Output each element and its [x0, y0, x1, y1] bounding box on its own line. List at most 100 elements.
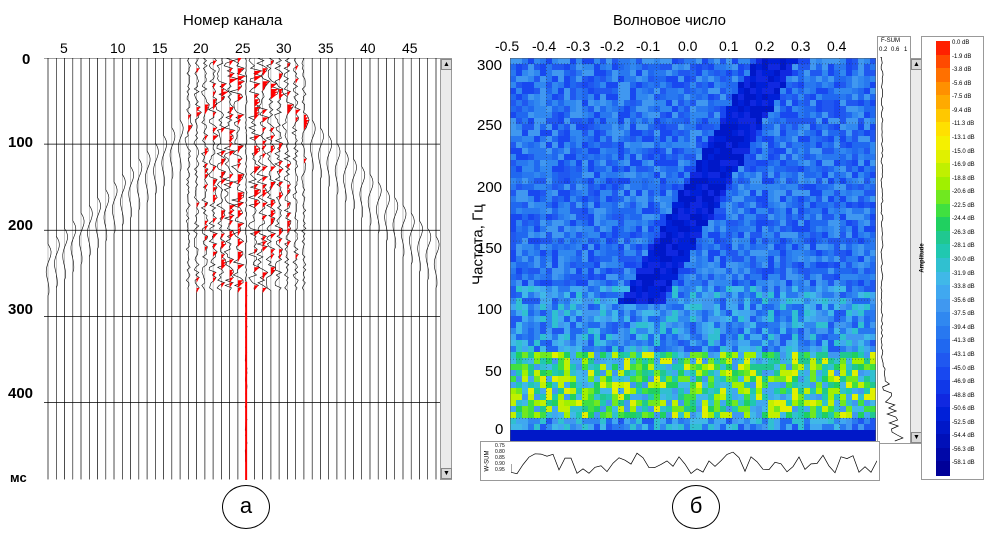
fk-cell: [642, 382, 648, 388]
fk-cell: [534, 94, 540, 100]
fk-cell: [618, 166, 624, 172]
fk-cell: [840, 388, 846, 394]
fk-cell: [516, 328, 522, 334]
fk-cell: [810, 226, 816, 232]
fk-cell: [654, 160, 660, 166]
fk-cell: [834, 322, 840, 328]
fk-cell: [738, 370, 744, 376]
fk-cell: [606, 316, 612, 322]
fk-cell: [756, 76, 762, 82]
fk-cell: [852, 112, 858, 118]
fk-cell: [648, 364, 654, 370]
fk-cell: [660, 262, 666, 268]
fk-cell: [816, 202, 822, 208]
fk-cell: [822, 292, 828, 298]
fk-cell: [846, 316, 852, 322]
fk-cell: [672, 226, 678, 232]
fk-cell: [780, 340, 786, 346]
fk-cell: [696, 178, 702, 184]
fk-cell: [816, 160, 822, 166]
fk-cell: [624, 112, 630, 118]
fk-cell: [846, 94, 852, 100]
fk-cell: [648, 70, 654, 76]
fk-cell: [714, 352, 720, 358]
fk-cell: [822, 340, 828, 346]
fk-cell: [768, 64, 774, 70]
fk-cell: [648, 376, 654, 382]
fk-cell: [816, 334, 822, 340]
fk-cell: [588, 292, 594, 298]
fk-cell: [702, 112, 708, 118]
fk-cell: [540, 364, 546, 370]
fk-cell: [714, 136, 720, 142]
fk-cell: [726, 322, 732, 328]
fk-cell: [846, 226, 852, 232]
fk-cell: [648, 292, 654, 298]
fk-cell: [864, 268, 870, 274]
fk-cell: [702, 160, 708, 166]
fk-cell: [594, 136, 600, 142]
fk-cell: [720, 190, 726, 196]
fk-cell: [744, 208, 750, 214]
fk-cell: [708, 298, 714, 304]
fk-cell: [852, 76, 858, 82]
fk-cell: [606, 268, 612, 274]
fk-cell: [600, 382, 606, 388]
fk-cell: [798, 322, 804, 328]
fk-cell: [678, 262, 684, 268]
fk-cell: [630, 244, 636, 250]
fk-cell: [864, 304, 870, 310]
fk-cell: [870, 166, 876, 172]
fk-cell: [816, 190, 822, 196]
fk-cell: [540, 400, 546, 406]
colorbar-label: -7.5 dB: [952, 94, 972, 101]
fk-cell: [762, 250, 768, 256]
fk-cell: [762, 58, 768, 64]
fk-cell: [696, 310, 702, 316]
fk-cell: [858, 250, 864, 256]
fk-cell: [588, 346, 594, 352]
fk-cell: [834, 226, 840, 232]
fk-cell: [708, 370, 714, 376]
fk-cell: [798, 214, 804, 220]
scroll-up-icon[interactable]: ▲: [441, 59, 452, 70]
fk-cell: [654, 298, 660, 304]
fk-cell: [630, 76, 636, 82]
fk-cell: [684, 376, 690, 382]
fk-cell: [648, 394, 654, 400]
fk-cell: [834, 382, 840, 388]
fk-cell: [696, 280, 702, 286]
fk-cell: [630, 118, 636, 124]
fk-cell: [816, 352, 822, 358]
fk-cell: [804, 82, 810, 88]
fk-cell: [630, 334, 636, 340]
colorbar-swatch: [936, 312, 950, 327]
fk-cell: [804, 70, 810, 76]
fk-cell: [738, 82, 744, 88]
fk-cell: [864, 292, 870, 298]
fk-cell: [600, 88, 606, 94]
fk-cell: [642, 298, 648, 304]
fk-cell: [618, 328, 624, 334]
fk-cell: [738, 382, 744, 388]
fk-cell: [516, 202, 522, 208]
fk-cell: [624, 394, 630, 400]
fk-cell: [756, 364, 762, 370]
fk-cell: [834, 100, 840, 106]
fk-cell: [582, 268, 588, 274]
fk-cell: [696, 328, 702, 334]
fk-cell: [588, 262, 594, 268]
fk-cell: [594, 334, 600, 340]
fk-cell: [834, 172, 840, 178]
fk-cell: [684, 196, 690, 202]
fk-cell: [534, 394, 540, 400]
fk-cell: [798, 298, 804, 304]
panel-a-scrollbar[interactable]: ▲ ▼: [440, 58, 452, 480]
fk-cell: [594, 208, 600, 214]
fk-cell: [624, 262, 630, 268]
fk-cell: [864, 178, 870, 184]
scroll-down-icon[interactable]: ▼: [441, 468, 452, 479]
fk-cell: [636, 286, 642, 292]
fk-cell: [786, 112, 792, 118]
fk-cell: [630, 130, 636, 136]
